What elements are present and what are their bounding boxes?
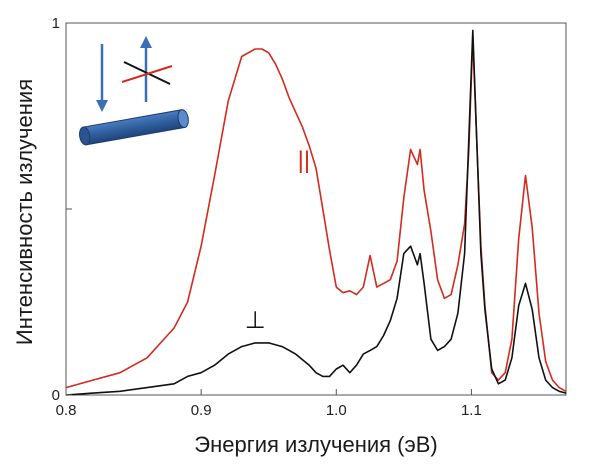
x-axis-title: Энергия излучения (эВ) bbox=[194, 432, 437, 457]
y-tick-label: 0 bbox=[52, 387, 60, 404]
series-line-parallel bbox=[65, 37, 567, 393]
down-arrow-icon bbox=[96, 44, 108, 112]
y-axis-title: Интенсивность излучения bbox=[12, 79, 37, 345]
tick-layer: 0.8 0.9 1.0 1.1 0 1 bbox=[52, 15, 482, 419]
series-layer bbox=[65, 29, 567, 396]
polarizer-cross-icon bbox=[121, 61, 173, 85]
up-arrow-icon bbox=[140, 36, 152, 102]
x-tick-label: 0.8 bbox=[56, 402, 77, 419]
nanowire-icon bbox=[79, 109, 189, 146]
annotation-perpendicular: ⊥ bbox=[245, 307, 266, 334]
x-tick-label: 0.9 bbox=[191, 402, 212, 419]
plot-frame bbox=[65, 22, 567, 396]
annotation-parallel: || bbox=[298, 147, 310, 174]
x-tick-label: 1.1 bbox=[461, 402, 482, 419]
polarization-inset bbox=[79, 36, 189, 146]
x-tick-label: 1.0 bbox=[326, 402, 347, 419]
y-tick-label: 1 bbox=[52, 15, 60, 32]
annotation-layer: || ⊥ bbox=[245, 147, 310, 334]
series-line-perpendicular bbox=[65, 29, 567, 396]
